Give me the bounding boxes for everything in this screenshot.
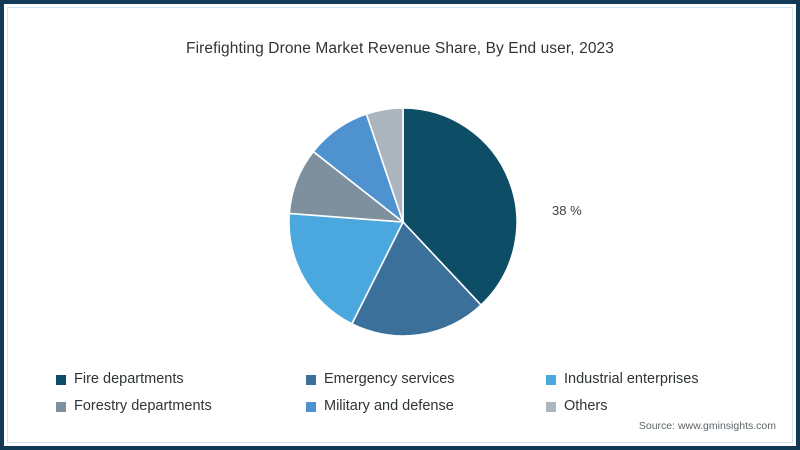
source-attribution: Source: www.gminsights.com [638,420,776,432]
pie-slice[interactable] [365,107,404,223]
legend-item-industrial-enterprises[interactable]: Industrial enterprises [546,372,756,387]
legend-label-forestry-departments: Forestry departments [74,398,212,415]
legend-label-industrial-enterprises: Industrial enterprises [564,371,699,388]
chart-legend: Fire departments Emergency services Indu… [56,366,756,420]
legend-label-others: Others [564,398,608,415]
legend-item-forestry-departments[interactable]: Forestry departments [56,399,306,414]
legend-swatch-military-and-defense [306,401,316,412]
legend-swatch-others [546,401,556,412]
pie-chart-svg [288,107,518,337]
legend-item-fire-departments[interactable]: Fire departments [56,372,306,387]
legend-item-others[interactable]: Others [546,399,756,414]
legend-label-fire-departments: Fire departments [74,371,184,388]
legend-item-emergency-services[interactable]: Emergency services [306,372,546,387]
legend-label-emergency-services: Emergency services [324,371,455,388]
legend-label-military-and-defense: Military and defense [324,398,454,415]
legend-swatch-fire-departments [56,374,66,385]
slice-value-label: 38 % [552,203,582,218]
pie-chart [288,107,518,337]
page-title: Firefighting Drone Market Revenue Share,… [186,40,614,57]
legend-swatch-forestry-departments [56,401,66,412]
pie-slice[interactable] [402,107,518,307]
legend-swatch-industrial-enterprises [546,374,556,385]
pie-slice[interactable] [350,220,483,337]
legend-item-military-and-defense[interactable]: Military and defense [306,399,546,414]
pie-slice[interactable] [288,212,405,325]
legend-swatch-emergency-services [306,374,316,385]
